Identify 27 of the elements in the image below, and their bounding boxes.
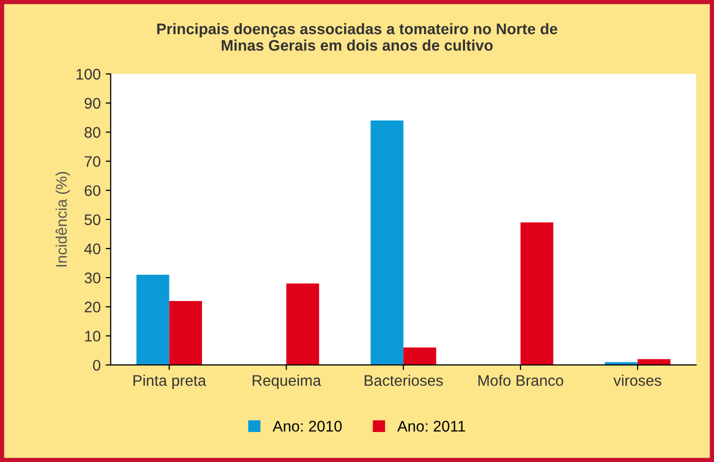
x-tick-label: Pinta preta bbox=[134, 374, 206, 389]
y-tick-label: 40 bbox=[84, 243, 100, 254]
y-tick-label: 100 bbox=[76, 68, 100, 80]
y-tick-label: 60 bbox=[84, 185, 100, 196]
y-tick-label: 10 bbox=[85, 330, 100, 342]
bar bbox=[136, 274, 170, 365]
x-tick-label: Mofo Branco bbox=[478, 374, 564, 386]
bar bbox=[403, 348, 436, 365]
x-tick-label: Bacterioses bbox=[364, 374, 443, 386]
y-tick-label: 80 bbox=[84, 127, 100, 138]
bar bbox=[169, 300, 202, 365]
bar bbox=[286, 283, 320, 365]
bar bbox=[638, 359, 670, 365]
bar bbox=[370, 120, 404, 365]
chart-title: Principais doenças associadas a tomateiro no Norte de Minas Gerais em dois anos de cultivo bbox=[157, 23, 558, 51]
y-axis-title: Incidência (%) bbox=[56, 172, 70, 266]
legend-label: Ano: 2010 bbox=[272, 420, 342, 432]
y-tick-label: 30 bbox=[84, 272, 100, 284]
y-tick-label: 90 bbox=[84, 98, 100, 109]
x-tick-label: Requeima bbox=[252, 374, 322, 389]
y-tick-label: 20 bbox=[84, 302, 100, 312]
y-tick-label: 50 bbox=[84, 214, 100, 226]
legend-label: Ano: 2011 bbox=[397, 420, 466, 432]
x-tick-label: viroses bbox=[613, 374, 662, 386]
bar bbox=[520, 222, 554, 365]
y-tick-label: 0 bbox=[93, 360, 100, 371]
y-tick-label: 70 bbox=[84, 156, 100, 167]
